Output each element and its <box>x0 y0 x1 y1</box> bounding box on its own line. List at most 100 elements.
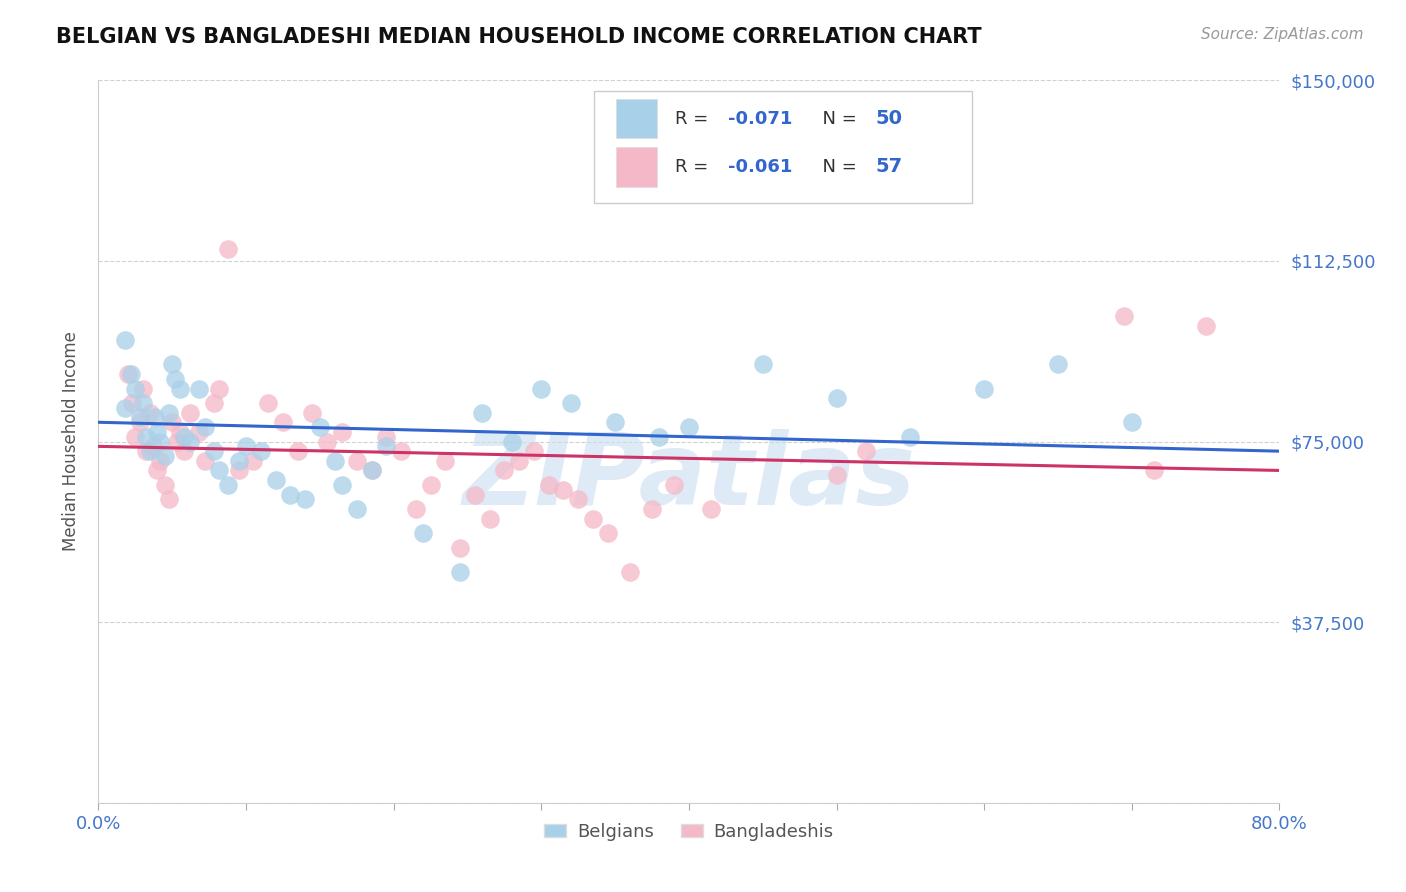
Point <box>173 430 195 444</box>
Point <box>157 406 180 420</box>
Point <box>135 430 157 444</box>
Point <box>478 511 501 525</box>
Text: ZIPatlas: ZIPatlas <box>463 429 915 526</box>
Point <box>434 454 457 468</box>
Point <box>346 454 368 468</box>
Point <box>330 425 353 439</box>
Legend: Belgians, Bangladeshis: Belgians, Bangladeshis <box>537 815 841 848</box>
Point <box>149 454 172 468</box>
Point <box>128 410 150 425</box>
Point <box>619 565 641 579</box>
Point <box>523 444 546 458</box>
Point <box>202 444 225 458</box>
Point <box>605 415 627 429</box>
Point <box>139 444 162 458</box>
Point <box>228 463 250 477</box>
Point <box>142 439 165 453</box>
Point <box>139 406 162 420</box>
Point <box>389 444 412 458</box>
Point <box>153 449 176 463</box>
Point <box>217 478 239 492</box>
Text: R =: R = <box>675 110 714 128</box>
Point <box>271 415 294 429</box>
Point <box>169 382 191 396</box>
Point <box>287 444 309 458</box>
Point <box>471 406 494 420</box>
Text: R =: R = <box>675 158 714 176</box>
Point <box>419 478 441 492</box>
Point <box>346 502 368 516</box>
Point <box>700 502 723 516</box>
Point <box>825 468 848 483</box>
Point <box>309 420 332 434</box>
Point <box>1046 358 1070 372</box>
Point <box>1195 318 1218 333</box>
Point <box>228 454 250 468</box>
Point <box>501 434 523 449</box>
Point <box>242 454 264 468</box>
Point <box>330 478 353 492</box>
Point <box>166 434 188 449</box>
Point <box>973 382 995 396</box>
Point <box>641 502 664 516</box>
Text: N =: N = <box>811 110 862 128</box>
Point <box>124 430 146 444</box>
Text: 57: 57 <box>876 158 903 177</box>
Point <box>323 454 346 468</box>
Point <box>157 492 180 507</box>
Point <box>121 396 143 410</box>
Point <box>664 478 686 492</box>
Point <box>280 487 302 501</box>
Point <box>494 463 516 477</box>
Point <box>530 382 553 396</box>
Point <box>194 420 217 434</box>
Point <box>257 396 280 410</box>
Point <box>582 511 605 525</box>
Point <box>596 526 619 541</box>
Point <box>135 444 157 458</box>
Text: 50: 50 <box>876 109 903 128</box>
Point <box>752 358 775 372</box>
Point <box>360 463 382 477</box>
Point <box>208 382 231 396</box>
Point <box>114 334 136 348</box>
Point <box>146 463 169 477</box>
Point <box>567 492 589 507</box>
Point <box>294 492 316 507</box>
Point <box>375 439 398 453</box>
Point <box>143 410 166 425</box>
Point <box>449 541 471 555</box>
Point <box>146 425 169 439</box>
Point <box>316 434 339 449</box>
Point <box>1143 463 1166 477</box>
Point <box>162 358 183 372</box>
Point <box>165 372 187 386</box>
Point <box>301 406 323 420</box>
Point <box>560 396 582 410</box>
Point <box>114 401 136 415</box>
Point <box>678 420 700 434</box>
Point <box>375 430 398 444</box>
Point <box>120 367 142 381</box>
Point <box>553 483 575 497</box>
Point <box>1114 310 1136 324</box>
Point <box>194 454 217 468</box>
Point <box>153 478 176 492</box>
Point <box>124 382 146 396</box>
Point <box>132 396 155 410</box>
Bar <box>616 99 657 138</box>
Point <box>825 391 848 405</box>
Point <box>464 487 486 501</box>
Point <box>128 415 150 429</box>
Point <box>162 415 183 429</box>
Point <box>187 425 209 439</box>
Text: Source: ZipAtlas.com: Source: ZipAtlas.com <box>1201 27 1364 42</box>
Point <box>360 463 382 477</box>
Point <box>405 502 427 516</box>
Point <box>855 444 877 458</box>
Point <box>149 434 172 449</box>
Point <box>900 430 922 444</box>
Point <box>132 382 155 396</box>
Point <box>250 444 273 458</box>
Text: -0.061: -0.061 <box>728 158 793 176</box>
